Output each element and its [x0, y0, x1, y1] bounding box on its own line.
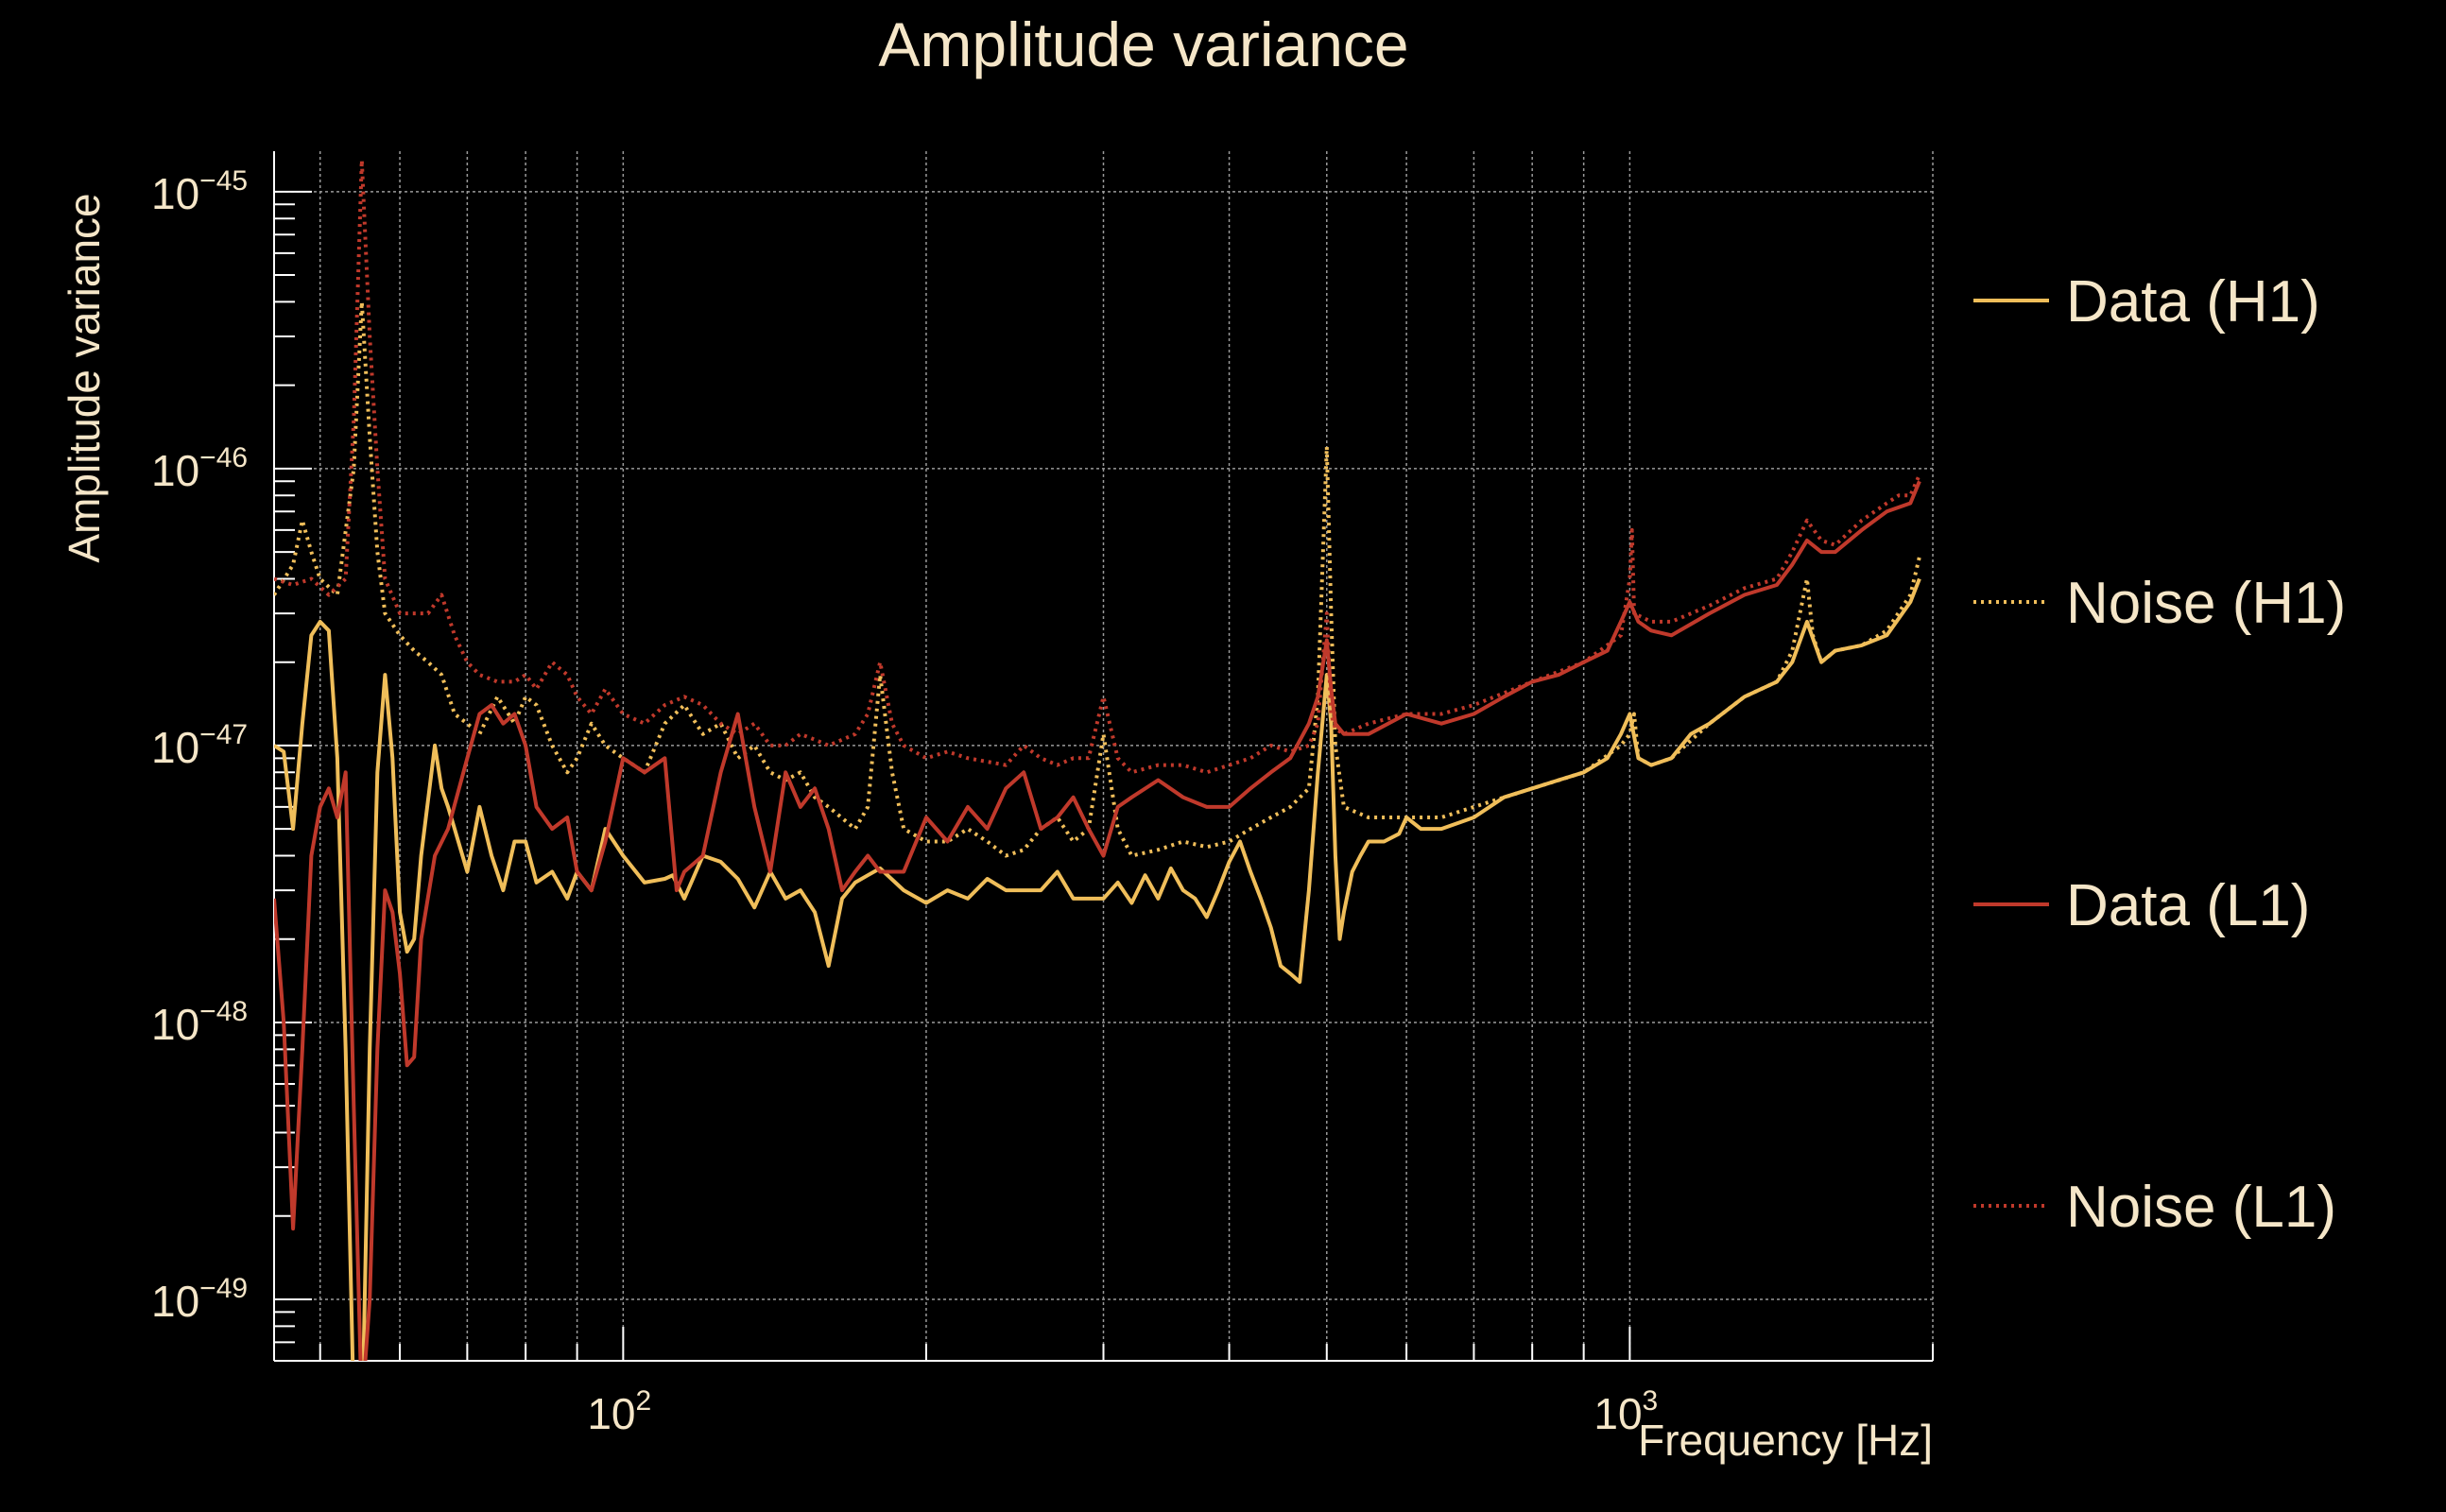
- y-tick-label: 10−47: [151, 719, 248, 772]
- y-tick-label: 10−49: [151, 1273, 248, 1326]
- tick-labels: 10−45 10−46 10−47 10−48 10−49 102 103: [151, 165, 1658, 1438]
- y-axis-label: Amplitude variance: [60, 193, 109, 562]
- chart-title: Amplitude variance: [878, 9, 1408, 79]
- series-line-noise-l1: [274, 158, 1921, 775]
- x-tick-label: 103: [1593, 1385, 1658, 1438]
- y-tick-label: 10−48: [151, 996, 248, 1049]
- series-group: [274, 158, 1921, 1361]
- legend-label: Data (H1): [2066, 269, 2320, 335]
- x-axis-label: Frequency [Hz]: [1638, 1416, 1933, 1465]
- grid: [274, 151, 1934, 1361]
- axes: [273, 151, 1934, 1362]
- legend-label: Data (L1): [2066, 873, 2310, 938]
- y-tick-label: 10−45: [151, 165, 248, 218]
- legend: Data (H1) Noise (H1) Data (L1) Noise (L1): [1973, 269, 2346, 1240]
- series-line-noise-h1: [274, 300, 1921, 858]
- legend-label: Noise (H1): [2066, 571, 2346, 636]
- legend-label: Noise (L1): [2066, 1175, 2336, 1240]
- x-tick-label: 102: [587, 1385, 651, 1438]
- y-tick-label: 10−46: [151, 442, 248, 495]
